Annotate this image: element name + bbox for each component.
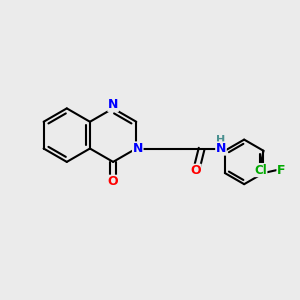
Text: H: H (216, 135, 226, 145)
Text: F: F (277, 164, 286, 177)
Text: N: N (133, 142, 143, 155)
Text: Cl: Cl (254, 164, 267, 177)
Text: O: O (190, 164, 201, 177)
Text: O: O (108, 175, 118, 188)
Text: N: N (216, 142, 226, 155)
Text: N: N (108, 98, 118, 111)
